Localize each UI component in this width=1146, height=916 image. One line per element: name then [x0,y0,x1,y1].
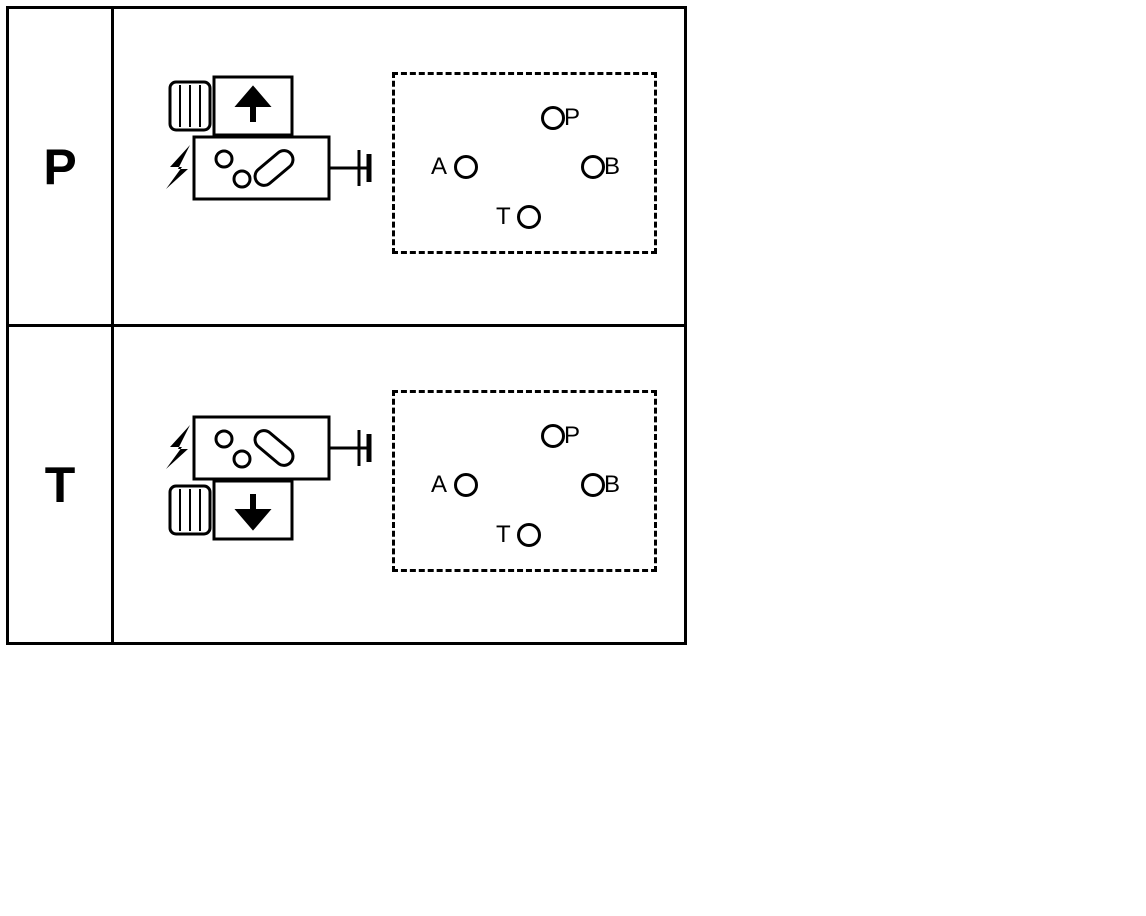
port-b [581,473,605,497]
diagram-cell-t: P A B T [114,327,684,642]
port-a [454,473,478,497]
diagram-table: P P A B T T P A B T [6,6,687,645]
port-label-a: A [431,153,447,181]
port-label-t: T [496,203,511,231]
row-label: T [45,456,76,514]
diagram-cell-p: P A B T [114,9,684,324]
port-label-t: T [496,521,511,549]
port-label-p: P [564,104,580,132]
row-t: T P A B T [9,327,684,642]
row-p: P P A B T [9,9,684,327]
port-p [541,106,565,130]
valve-symbol-p [134,39,394,289]
port-t [517,523,541,547]
row-label: P [43,138,76,196]
port-panel: P A B T [392,72,657,254]
port-a [454,155,478,179]
port-label-b: B [604,153,620,181]
port-t [517,205,541,229]
label-cell-p: P [9,9,114,324]
port-label-a: A [431,471,447,499]
port-p [541,424,565,448]
valve-symbol-t [134,357,394,607]
port-b [581,155,605,179]
label-cell-t: T [9,327,114,642]
port-label-b: B [604,471,620,499]
port-panel: P A B T [392,390,657,572]
port-label-p: P [564,422,580,450]
